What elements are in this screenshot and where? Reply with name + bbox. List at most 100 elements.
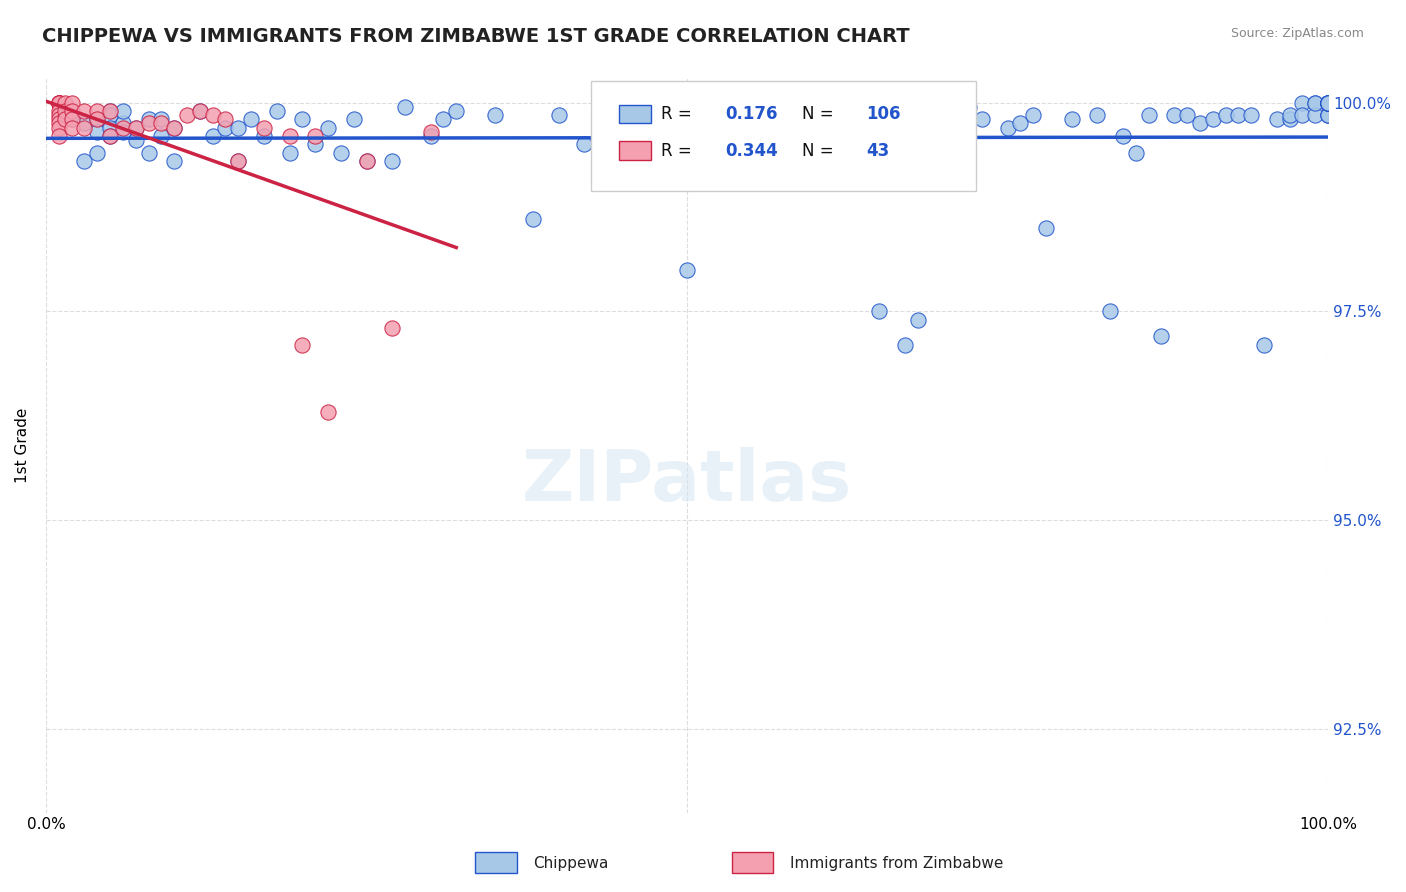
Text: R =: R = [661,142,697,160]
Point [1317,95,1340,110]
Point [60,103,83,118]
Point [1305,95,1327,110]
Point [226,153,249,168]
Point [432,112,454,127]
Point [86,145,108,160]
Point [574,137,596,152]
Point [316,404,339,418]
Point [1099,304,1122,318]
Point [1150,329,1173,343]
Text: CHIPPEWA VS IMMIGRANTS FROM ZIMBABWE 1ST GRADE CORRELATION CHART: CHIPPEWA VS IMMIGRANTS FROM ZIMBABWE 1ST… [42,27,910,45]
Point [1112,128,1135,143]
Point [1265,112,1288,127]
Point [1010,116,1032,130]
Point [356,153,378,168]
Point [676,262,699,277]
Point [1163,108,1185,122]
Point [1137,108,1160,122]
Point [1317,95,1340,110]
Point [48,128,70,143]
Point [214,112,236,127]
Point [53,112,76,127]
Point [73,103,96,118]
Point [1215,108,1237,122]
Point [765,100,787,114]
Point [932,153,955,168]
FancyBboxPatch shape [475,852,516,872]
Point [394,100,416,114]
Point [1240,108,1263,122]
Point [842,108,865,122]
Point [201,108,224,122]
Point [53,95,76,110]
Point [214,120,236,135]
Point [138,145,160,160]
Point [73,116,96,130]
Point [484,108,506,122]
Point [176,108,198,122]
Point [1022,108,1045,122]
Point [73,120,96,135]
Point [1175,108,1198,122]
Point [830,112,852,127]
Point [612,112,634,127]
Point [48,95,70,110]
Point [278,128,301,143]
Point [291,112,314,127]
Point [894,337,917,351]
Point [779,116,801,130]
Point [1060,112,1083,127]
Point [1317,95,1340,110]
Point [60,112,83,127]
Point [381,321,404,335]
Point [60,95,83,110]
Point [1317,108,1340,122]
Y-axis label: 1st Grade: 1st Grade [15,408,30,483]
Point [970,112,993,127]
Point [111,125,134,139]
Point [111,120,134,135]
Text: 0.176: 0.176 [725,105,778,123]
Point [48,103,70,118]
Point [48,108,70,122]
Point [957,100,980,114]
Point [1317,108,1340,122]
Point [1227,108,1250,122]
Point [291,337,314,351]
Point [1291,108,1313,122]
Point [73,153,96,168]
Point [60,112,83,127]
Point [150,112,173,127]
Point [1317,95,1340,110]
Point [163,120,186,135]
Text: N =: N = [803,105,839,123]
Point [266,103,288,118]
Point [98,128,121,143]
Point [253,120,276,135]
Point [48,95,70,110]
Point [48,95,70,110]
Point [240,112,263,127]
Point [125,120,148,135]
Point [60,120,83,135]
Point [1317,95,1340,110]
Point [446,103,468,118]
Point [48,95,70,110]
Point [882,108,904,122]
Point [226,120,249,135]
Point [356,153,378,168]
Point [1317,95,1340,110]
Point [138,112,160,127]
Text: N =: N = [803,142,839,160]
Point [86,125,108,139]
Point [111,103,134,118]
Point [547,108,569,122]
Text: 106: 106 [866,105,901,123]
Point [98,120,121,135]
Point [53,103,76,118]
Point [48,116,70,130]
Point [804,128,827,143]
Point [150,116,173,130]
Point [907,312,929,326]
Text: Immigrants from Zimbabwe: Immigrants from Zimbabwe [790,856,1002,871]
